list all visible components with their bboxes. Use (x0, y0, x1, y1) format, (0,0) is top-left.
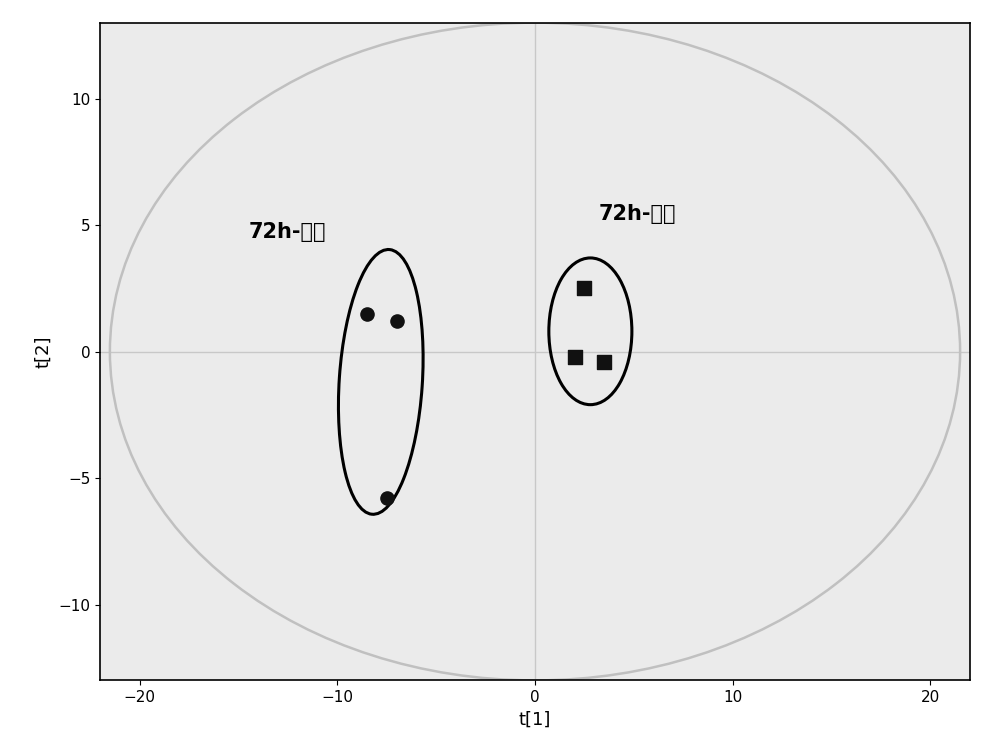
Text: 72h-对照: 72h-对照 (598, 204, 676, 224)
X-axis label: t[1]: t[1] (519, 711, 551, 729)
Point (596, 355, 612, 367)
Text: 72h-实验: 72h-实验 (248, 222, 326, 242)
Point (576, 282, 592, 294)
Point (389, 315, 405, 327)
Point (379, 492, 395, 504)
Point (567, 351, 583, 363)
Y-axis label: t[2]: t[2] (35, 336, 53, 367)
Point (359, 308, 375, 320)
